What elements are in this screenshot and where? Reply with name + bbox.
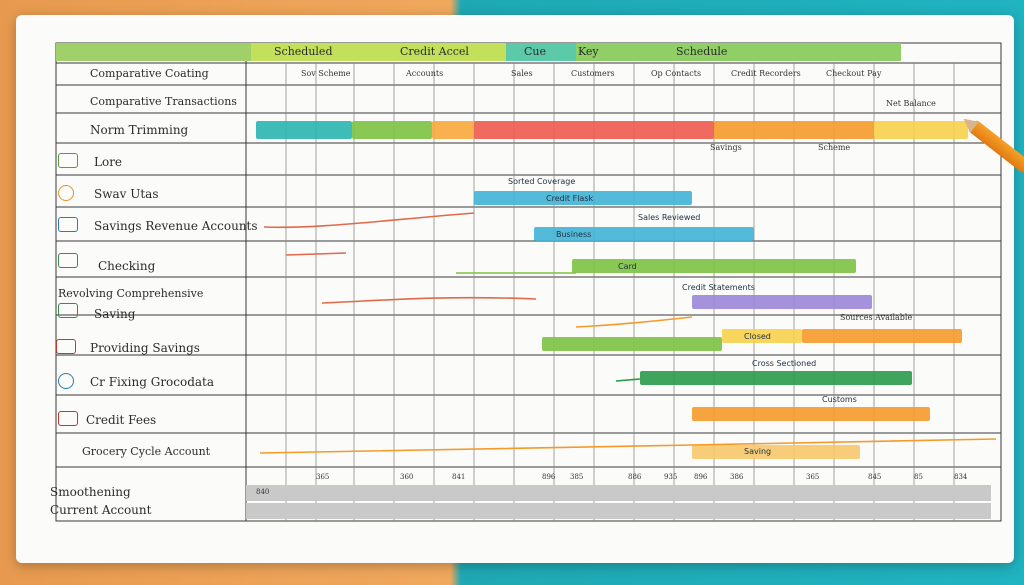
row-label-9: Credit Fees <box>86 413 157 427</box>
envelope-icon <box>56 339 76 354</box>
bottom-num-4: 841 <box>452 473 466 481</box>
bottom-num-1: 840 <box>256 488 270 496</box>
bottom-num-12: 845 <box>868 473 882 481</box>
top-row-label-2: Comparative Transactions <box>90 95 237 108</box>
row-label-1: Lore <box>94 155 123 169</box>
top-row-label-3: Norm Trimming <box>90 123 189 137</box>
bottom-num-6: 385 <box>570 473 584 481</box>
gantt-bar-label-5: Saving <box>744 447 772 456</box>
row-label-10: Grocery Cycle Account <box>82 445 211 458</box>
bottom-num-14: 834 <box>954 473 968 481</box>
row-label-6: Saving <box>94 307 136 321</box>
bottom-num-9: 896 <box>694 473 708 481</box>
bottom-num-5: 896 <box>542 473 556 481</box>
side-note-4: Savings <box>710 143 742 152</box>
bottom-num-11: 365 <box>806 473 820 481</box>
gantt-note-4: Cross Sectioned <box>752 359 817 368</box>
gantt-bar-label-3: Card <box>618 262 637 271</box>
header-note-3: Sales <box>511 69 533 78</box>
bottom-num-10: 386 <box>730 473 744 481</box>
gantt-bar-green-1 <box>572 259 856 273</box>
bottom-num-8: 935 <box>664 473 678 481</box>
header-segment-3: Cue <box>524 45 547 58</box>
header-band-green-right <box>576 43 901 61</box>
sun-icon <box>58 185 74 201</box>
header-note-1: Sov Scheme <box>301 69 351 78</box>
gantt-bar-blue-1 <box>474 191 692 205</box>
header-band-teal <box>506 43 576 61</box>
gantt-note-1: Sorted Coverage <box>508 177 576 186</box>
grid-lines <box>55 42 1002 522</box>
row-label-5: Revolving Comprehensive <box>58 287 204 300</box>
gantt-note-3: Credit Statements <box>682 283 755 292</box>
folder-icon <box>58 217 78 232</box>
bottom-num-2: 365 <box>316 473 330 481</box>
bottom-num-3: 360 <box>400 473 414 481</box>
bottom-label-line-2: Current Account <box>50 503 152 517</box>
timeline-bar-orange <box>432 121 474 139</box>
bottom-gray-row-2 <box>246 503 991 519</box>
gantt-bar-purple <box>692 295 872 309</box>
timeline-bar-green <box>352 121 432 139</box>
gantt-bar-blue-2 <box>534 227 754 241</box>
timeline-bar-yellow <box>874 121 968 139</box>
box-icon <box>58 411 78 426</box>
card-icon <box>58 253 78 268</box>
gantt-bar-orange-2 <box>692 407 930 421</box>
header-segment-2: Credit Accel <box>400 45 469 58</box>
header-note-5: Op Contacts <box>651 69 702 78</box>
bottom-gray-row-1 <box>246 485 991 501</box>
row-label-8: Cr Fixing Grocodata <box>90 375 215 389</box>
gantt-bar-yellow-2 <box>692 445 860 459</box>
gantt-note-2: Sales Reviewed <box>638 213 701 222</box>
timeline-bar-orange-2 <box>714 121 874 139</box>
header-note-4: Customers <box>571 69 615 78</box>
bottom-label-line-1: Smoothening <box>50 485 131 499</box>
side-note-1: Sources Available <box>840 313 913 322</box>
row-label-7: Providing Savings <box>90 341 200 355</box>
header-segment-5: Schedule <box>676 45 728 58</box>
globe-icon <box>58 373 74 389</box>
timeline-bar-teal <box>256 121 352 139</box>
header-band-green-left <box>56 43 251 61</box>
gantt-bar-yellow <box>722 329 802 343</box>
row-label-3: Savings Revenue Accounts <box>94 219 258 233</box>
header-segment-4: Key <box>578 45 599 58</box>
header-note-6: Credit Recorders <box>731 69 801 78</box>
header-segment-1: Scheduled <box>274 45 333 58</box>
document-icon <box>58 303 78 318</box>
gantt-bar-green-2 <box>542 337 722 351</box>
gantt-bar-label-2: Business <box>556 230 592 239</box>
bottom-num-13: 85 <box>914 473 923 481</box>
chart-paper: Scheduled Credit Accel Cue Key Schedule … <box>16 15 1014 563</box>
gantt-bar-green-3 <box>640 371 912 385</box>
header-note-2: Accounts <box>406 69 444 78</box>
side-note-2: Scheme <box>818 143 851 152</box>
gantt-bar-orange-1 <box>802 329 962 343</box>
top-row-label-1: Comparative Coating <box>90 67 209 80</box>
timeline-bar-red <box>474 121 714 139</box>
row-label-2: Swav Utas <box>94 187 159 201</box>
gantt-note-5: Customs <box>822 395 857 404</box>
side-note-3: Net Balance <box>886 99 936 108</box>
gantt-bar-label-1: Credit Flask <box>546 194 594 203</box>
header-band-lime <box>251 43 506 61</box>
row-label-4: Checking <box>98 259 156 273</box>
leaf-icon <box>58 153 78 168</box>
header-note-7: Checkout Pay <box>826 69 882 78</box>
gantt-bar-label-4: Closed <box>744 332 771 341</box>
bottom-num-7: 886 <box>628 473 642 481</box>
